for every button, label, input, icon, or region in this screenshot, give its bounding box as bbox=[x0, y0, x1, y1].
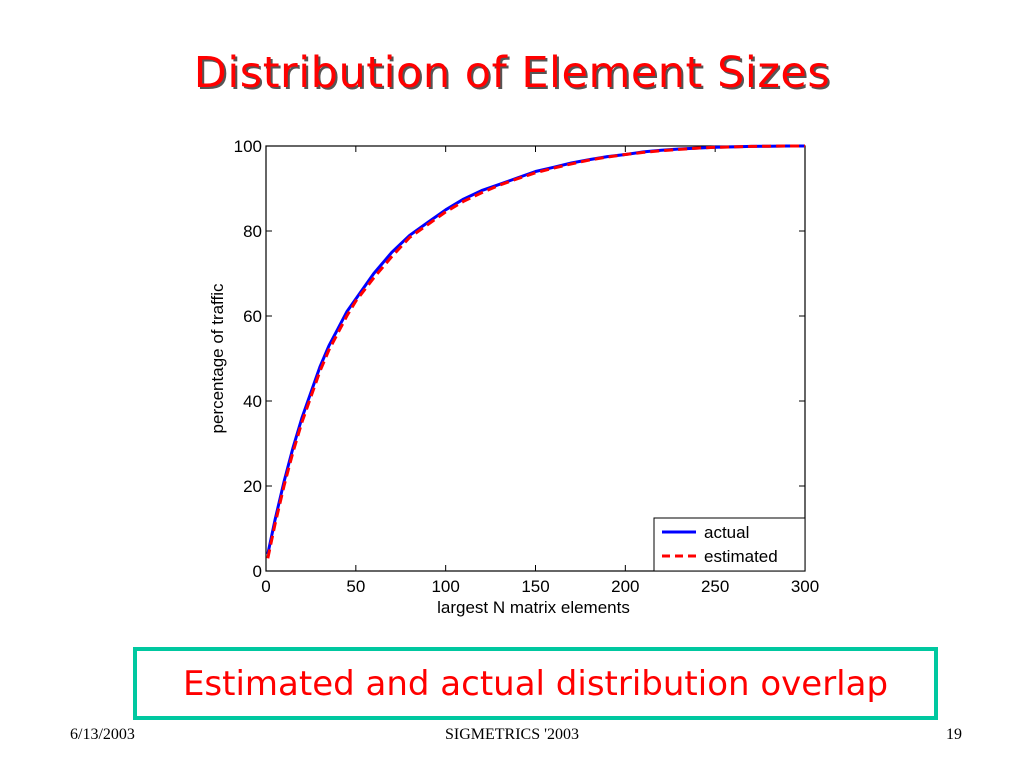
footer-date: 6/13/2003 bbox=[70, 726, 135, 743]
line-chart: 0 50 100 150 200 250 300 0 20 40 60 80 100 largest N … bbox=[208, 137, 819, 617]
slide-title: Distribution of Element Sizes bbox=[193, 48, 831, 98]
legend-box bbox=[653, 517, 806, 572]
y-tick-label: 60 bbox=[243, 307, 262, 326]
callout-text: Estimated and actual distribution overla… bbox=[182, 663, 889, 704]
x-tick-label: 200 bbox=[611, 577, 639, 596]
x-tick-label: 100 bbox=[431, 577, 459, 596]
plot-frame bbox=[265, 145, 806, 572]
x-tick-label: 150 bbox=[521, 577, 549, 596]
footer-event: SIGMETRICS '2003 bbox=[444, 726, 579, 743]
x-tick-label: 0 bbox=[261, 577, 270, 596]
footer-page-number: 19 bbox=[946, 726, 962, 743]
y-tick-label: 80 bbox=[243, 222, 262, 241]
x-axis-label: largest N matrix elements bbox=[437, 598, 630, 617]
y-tick-label: 0 bbox=[253, 562, 262, 581]
y-tick-label: 40 bbox=[243, 392, 262, 411]
x-tick-label: 250 bbox=[701, 577, 729, 596]
legend-label-estimated: estimated bbox=[704, 547, 778, 566]
y-tick-label: 100 bbox=[234, 137, 262, 156]
series-line-estimated bbox=[266, 144, 805, 559]
callout-box: Estimated and actual distribution overla… bbox=[133, 647, 938, 720]
y-axis-label: percentage of traffic bbox=[208, 283, 227, 433]
y-tick-label: 20 bbox=[243, 477, 262, 496]
legend-label-actual: actual bbox=[704, 523, 749, 542]
x-tick-label: 50 bbox=[346, 577, 365, 596]
x-tick-label: 300 bbox=[791, 577, 819, 596]
